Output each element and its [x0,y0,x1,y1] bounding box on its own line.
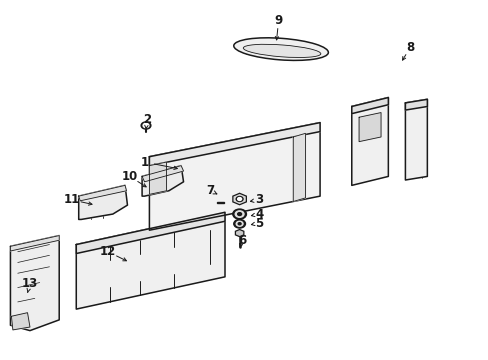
Text: 11: 11 [63,193,80,206]
Text: 9: 9 [274,14,282,27]
Polygon shape [351,98,387,114]
Ellipse shape [243,44,320,58]
Polygon shape [358,113,380,141]
Text: 12: 12 [100,245,116,258]
Circle shape [232,209,246,219]
Polygon shape [79,185,127,220]
Polygon shape [149,123,320,166]
Polygon shape [149,162,166,194]
Text: 6: 6 [238,234,245,247]
Polygon shape [405,99,427,110]
Polygon shape [76,212,224,253]
Circle shape [235,211,244,217]
Text: 13: 13 [22,278,38,291]
Text: 2: 2 [142,113,151,126]
Circle shape [236,221,243,226]
Polygon shape [149,123,320,230]
Text: 8: 8 [406,41,413,54]
Circle shape [143,123,149,128]
Polygon shape [293,133,305,202]
Circle shape [237,213,241,216]
Ellipse shape [233,38,328,60]
Text: 7: 7 [206,184,214,197]
Polygon shape [351,98,387,185]
Text: 10: 10 [122,170,138,183]
Polygon shape [10,235,59,251]
Text: 5: 5 [254,216,263,230]
Circle shape [237,198,241,201]
Text: 1: 1 [140,156,148,168]
Polygon shape [10,235,59,330]
Polygon shape [142,166,183,196]
Polygon shape [79,185,126,201]
Circle shape [236,197,243,202]
Polygon shape [405,99,427,180]
Bar [216,202,223,203]
Circle shape [238,223,241,225]
Polygon shape [76,212,224,309]
Polygon shape [235,229,244,237]
Polygon shape [142,166,183,182]
Circle shape [141,122,151,129]
Text: 4: 4 [254,208,263,221]
Polygon shape [232,193,246,205]
Circle shape [233,220,245,228]
Text: 3: 3 [255,193,263,206]
Polygon shape [11,313,30,330]
